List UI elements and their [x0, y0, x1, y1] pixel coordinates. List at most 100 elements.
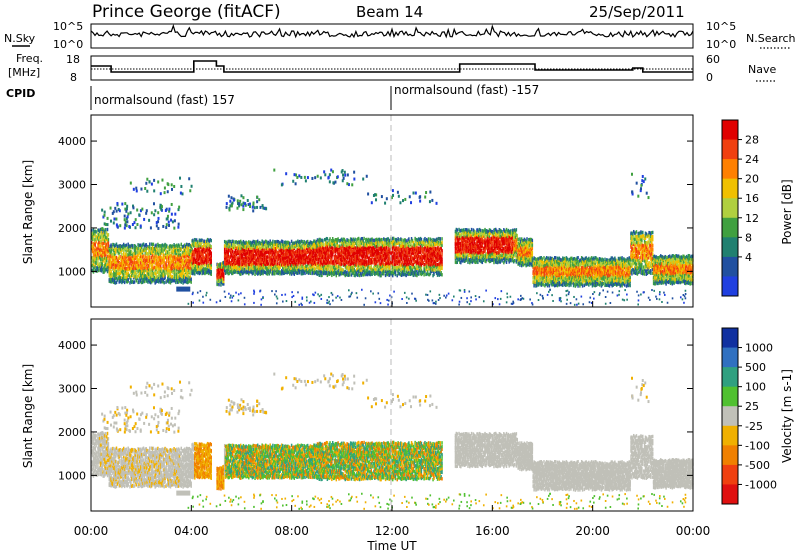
power-cell-645 [138, 264, 140, 268]
power-cell-444 [122, 253, 125, 258]
power-cell-1228 [182, 268, 184, 273]
power-cell-542 [130, 251, 132, 256]
power-cell-116 [99, 259, 102, 264]
power-cell-1078 [171, 263, 174, 267]
power-cell-110 [98, 234, 101, 239]
power-cell-32 [92, 234, 95, 238]
nave-tick-60: 60 [706, 53, 720, 66]
power-cell-215 [106, 256, 109, 260]
power-cell-426 [122, 271, 124, 275]
power-cell-919 [158, 252, 161, 256]
power-cell-388 [119, 271, 121, 276]
power-cell-12 [91, 263, 94, 268]
power-cell-183 [104, 245, 106, 250]
power-cell-545 [130, 245, 132, 249]
power-cell-1413 [194, 238, 197, 242]
power-cell-485 [125, 243, 128, 247]
power-cell-87 [97, 232, 99, 236]
power-cell-1536 [205, 267, 207, 271]
power-cell-519 [128, 249, 130, 254]
power-cell-641 [138, 274, 140, 278]
power-cell-977 [163, 264, 165, 268]
power-cell-1681 [221, 280, 223, 285]
power-cell-1519 [203, 250, 205, 254]
power-cell-3089 [323, 243, 325, 247]
power-cell-358 [116, 249, 119, 253]
power-cell-180 [104, 253, 106, 258]
power-cell-966 [162, 255, 165, 259]
power-cell-1259 [184, 245, 186, 249]
power-cell-528 [129, 258, 131, 262]
power-cell-124 [99, 235, 102, 239]
power-cell-750 [146, 270, 148, 275]
power-cell-1221 [181, 253, 183, 258]
power-cell-273 [110, 248, 112, 253]
power-cell-1348 [190, 251, 192, 256]
power-cell-373 [118, 274, 120, 278]
power-cell-1046 [168, 254, 171, 259]
power-cell-1039 [168, 277, 171, 281]
power-cell-980 [163, 253, 165, 258]
power-cell-1045 [168, 260, 171, 265]
power-cell-978 [163, 260, 165, 265]
power-cell-1163 [177, 275, 180, 279]
power-cell-1711 [223, 265, 225, 269]
power-cell-1638 [217, 272, 219, 277]
power-cell-1419 [195, 256, 198, 261]
beam-label: Beam 14 [356, 3, 423, 21]
power-cell-1126 [175, 265, 177, 269]
power-cell-344 [115, 270, 118, 274]
power-cell-1210 [180, 255, 183, 260]
power-cell-935 [160, 279, 163, 284]
power-cell-1745 [225, 249, 228, 254]
power-cell-1339 [190, 280, 192, 284]
power-cell-493 [126, 261, 129, 265]
power-cell-1493 [201, 259, 203, 264]
power-cell-1522 [203, 239, 205, 243]
power-cell-425 [122, 273, 124, 278]
power-cell-987 [164, 266, 166, 271]
power-cell-181 [104, 250, 106, 254]
power-cell-880 [156, 262, 158, 267]
power-cell-140 [101, 256, 104, 260]
power-cell-274 [110, 246, 112, 250]
power-cell-230 [107, 249, 110, 254]
power-cell-1275 [185, 276, 188, 280]
power-cell-1100 [173, 268, 175, 272]
power-cell-1627 [216, 272, 218, 277]
power-cell-361 [117, 271, 120, 276]
power-cell-475 [125, 278, 128, 282]
power-cell-956 [161, 243, 164, 247]
power-cell-1733 [224, 256, 227, 261]
power-cell-111 [98, 232, 101, 237]
power-cell-1498 [201, 247, 203, 252]
power-cell-496 [126, 252, 129, 257]
power-cell-783 [149, 275, 151, 280]
power-cell-909 [158, 244, 160, 248]
power-cell-1257 [184, 251, 186, 255]
power-cell-870 [155, 254, 157, 258]
power-cell-221 [106, 238, 109, 243]
noise-panel: N.Sky 10^5 10^0 10^5 10^0 N.Search [4, 20, 796, 51]
power-cell-1142 [176, 257, 178, 261]
power-cell-1028 [167, 272, 170, 276]
power-cell-596 [134, 268, 137, 272]
power-cell-1685 [221, 271, 223, 276]
power-cell-979 [163, 257, 165, 262]
power-cell-760 [147, 268, 149, 273]
power-cell-1796 [229, 241, 231, 246]
power-cell-476 [125, 275, 128, 280]
power-cell-1120 [174, 244, 176, 249]
power-cell-907 [158, 252, 160, 256]
power-cell-1325 [189, 279, 192, 283]
power-cell-510 [127, 245, 129, 249]
power-cell-578 [132, 261, 135, 266]
power-cell-1132 [175, 248, 177, 253]
power-cell-1412 [194, 241, 197, 246]
power-cell-946 [160, 247, 163, 251]
power-cell-53 [94, 237, 97, 242]
power-cell-731 [144, 251, 147, 255]
power-cell-483 [125, 253, 128, 257]
power-cell-213 [106, 265, 109, 270]
power-cell-1077 [171, 267, 174, 271]
